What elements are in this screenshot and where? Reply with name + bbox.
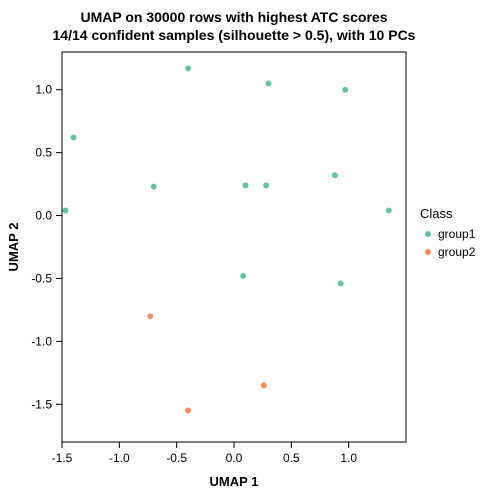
y-tick-label: 0.0 (35, 209, 52, 223)
chart-svg: UMAP on 30000 rows with highest ATC scor… (0, 0, 504, 504)
data-point (338, 280, 344, 286)
y-axis-label: UMAP 2 (6, 223, 21, 272)
data-point (263, 182, 269, 188)
data-point (386, 208, 392, 214)
y-tick-label: 0.5 (35, 146, 52, 160)
data-point (70, 135, 76, 141)
data-point (265, 80, 271, 86)
data-point (62, 208, 68, 214)
x-tick-label: 1.0 (340, 451, 357, 465)
data-point (151, 184, 157, 190)
data-point (342, 87, 348, 93)
legend-swatch (425, 249, 431, 255)
x-tick-label: 0.0 (226, 451, 243, 465)
x-axis-label: UMAP 1 (210, 474, 259, 489)
legend-swatch (425, 231, 431, 237)
x-tick-label: -1.5 (52, 451, 73, 465)
y-tick-label: -1.5 (31, 397, 52, 411)
y-tick-label: 1.0 (35, 83, 52, 97)
legend-title: Class (420, 206, 453, 221)
y-tick-label: -0.5 (31, 271, 52, 285)
data-point (147, 313, 153, 319)
x-tick-label: -1.0 (109, 451, 130, 465)
data-point (240, 273, 246, 279)
chart-title-line2: 14/14 confident samples (silhouette > 0.… (53, 27, 416, 43)
data-point (261, 382, 267, 388)
legend-item-label: group1 (438, 227, 476, 241)
legend-item-label: group2 (438, 245, 476, 259)
data-point (332, 172, 338, 178)
data-point (185, 65, 191, 71)
y-tick-label: -1.0 (31, 334, 52, 348)
x-tick-label: 0.5 (283, 451, 300, 465)
x-tick-label: -0.5 (166, 451, 187, 465)
data-point (185, 408, 191, 414)
chart-title-line1: UMAP on 30000 rows with highest ATC scor… (80, 9, 387, 25)
plot-panel (62, 52, 406, 442)
data-point (242, 182, 248, 188)
scatter-chart: UMAP on 30000 rows with highest ATC scor… (0, 0, 504, 504)
